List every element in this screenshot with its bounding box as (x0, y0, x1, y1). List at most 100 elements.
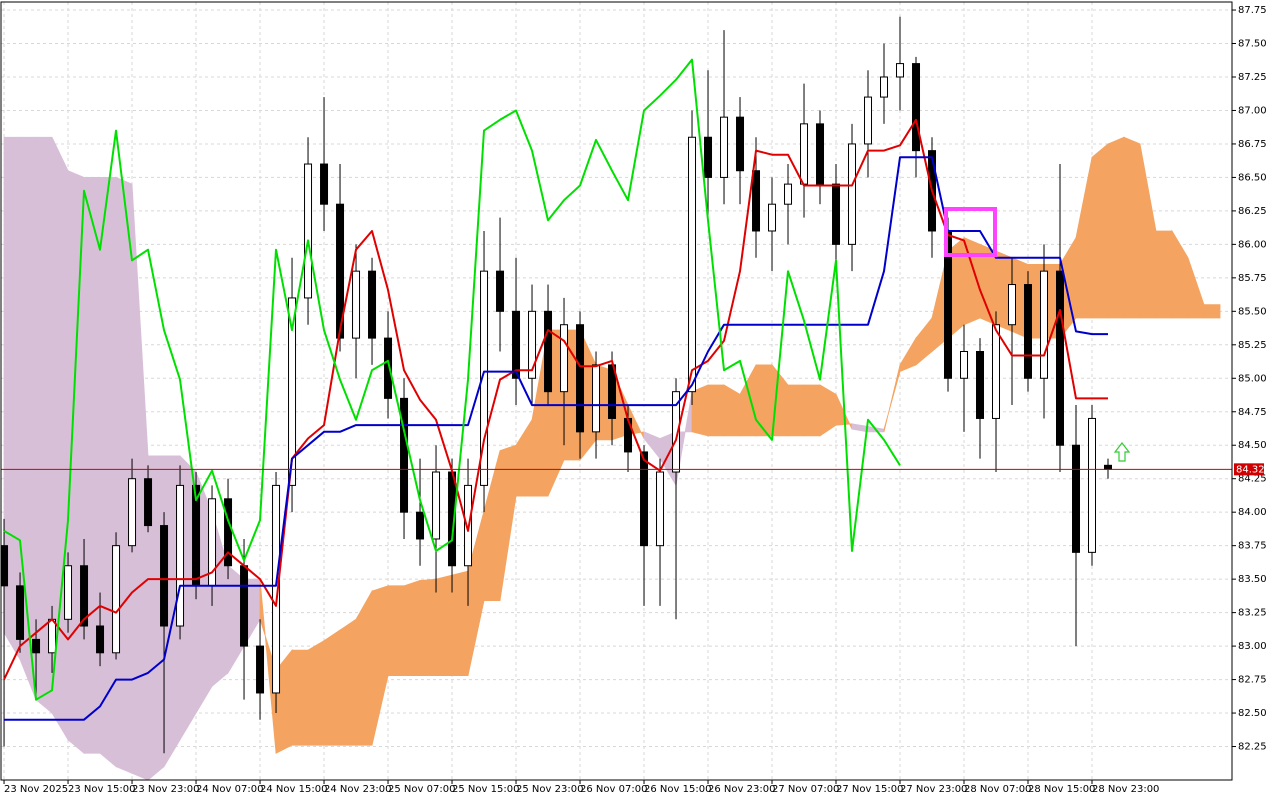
y-tick-label: 87.50 (1238, 39, 1267, 50)
candle-body (144, 478, 153, 527)
x-tick-label: 24 Nov 07:00 (196, 784, 263, 795)
y-tick-label: 84.25 (1238, 474, 1267, 485)
candle-body (672, 391, 681, 473)
buy-arrow (1113, 442, 1131, 462)
candle-body (960, 350, 969, 379)
y-tick-label: 85.00 (1238, 373, 1267, 384)
cloud-segment (291, 649, 309, 746)
candle-body (736, 116, 745, 172)
candle-body (896, 63, 905, 78)
x-tick-label: 26 Nov 15:00 (644, 784, 711, 795)
candle-body (96, 625, 105, 654)
highlight-box (944, 207, 997, 257)
candle-body (1072, 444, 1081, 553)
candle-body (1088, 417, 1097, 553)
x-tick-label: 25 Nov 07:00 (388, 784, 455, 795)
indicator-line (4, 156, 1108, 721)
candle-body (224, 498, 233, 567)
indicator-line (3, 118, 1108, 681)
candle-body (528, 310, 537, 379)
x-tick-label: 23 Nov 23:00 (132, 784, 199, 795)
candle-body (256, 645, 265, 694)
y-tick-label: 84.00 (1238, 507, 1267, 518)
x-tick-label: 25 Nov 23:00 (516, 784, 583, 795)
x-tick-label: 23 Nov 2025 (4, 784, 68, 795)
cloud-segment (755, 364, 773, 437)
cloud-segment (1155, 230, 1173, 319)
candle-body (304, 163, 313, 299)
y-tick-label: 85.25 (1238, 340, 1267, 351)
cloud-segment (339, 618, 357, 746)
candle-body (272, 484, 281, 694)
last-price-box (1234, 463, 1264, 476)
x-tick-label: 26 Nov 23:00 (708, 784, 775, 795)
x-tick-label: 23 Nov 15:00 (68, 784, 135, 795)
candle-body (816, 123, 825, 185)
x-tick-label: 27 Nov 07:00 (772, 784, 839, 795)
indicator-line (3, 58, 901, 701)
cloud-segment (323, 629, 341, 746)
cloud-segment (355, 589, 373, 746)
y-tick-label: 83.00 (1238, 641, 1267, 652)
candle-body (64, 565, 73, 620)
y-tick-label: 87.75 (1238, 5, 1267, 16)
cloud-segment (1107, 136, 1125, 319)
candle-body (800, 123, 809, 185)
candle-body (784, 183, 793, 205)
cloud-segment (115, 176, 133, 774)
candle-body (720, 116, 729, 178)
candle-body (656, 471, 665, 547)
cloud-segment (99, 177, 117, 768)
annotations (944, 207, 1131, 462)
candle-body (1008, 284, 1017, 326)
y-tick-label: 87.25 (1238, 72, 1267, 83)
candle-body (544, 310, 553, 393)
candle-body (592, 364, 601, 433)
y-tick-label: 84.50 (1238, 440, 1267, 451)
candle-body (384, 337, 393, 399)
candle-body (16, 585, 25, 640)
y-tick-label: 82.75 (1238, 675, 1267, 686)
x-tick-label: 27 Nov 15:00 (836, 784, 903, 795)
y-tick-label: 83.75 (1238, 541, 1267, 552)
candle-body (352, 270, 361, 339)
candle-body (864, 96, 873, 145)
cloud-segment (707, 384, 725, 437)
candle-body (1040, 270, 1049, 379)
candle-body (768, 203, 777, 232)
candle-body (1024, 284, 1033, 379)
candle-body (400, 397, 409, 513)
cloud-segment (1203, 304, 1221, 319)
y-tick-label: 82.25 (1238, 742, 1267, 753)
candle-body (176, 484, 185, 627)
y-tick-label: 83.25 (1238, 608, 1267, 619)
cloud-segment (787, 384, 805, 437)
candle-body (320, 163, 329, 205)
candle-body (480, 270, 489, 486)
x-tick-label: 25 Nov 15:00 (452, 784, 519, 795)
cloud-segment (387, 585, 405, 676)
candle-body (240, 565, 249, 647)
y-tick-label: 86.50 (1238, 172, 1267, 183)
y-tick-label: 82.50 (1238, 708, 1267, 719)
candle-body (1, 545, 9, 587)
cloud-segment (419, 578, 437, 676)
candle-body (608, 364, 617, 419)
cloud-segment (435, 574, 453, 676)
candle-body (640, 451, 649, 547)
candle-body (128, 478, 137, 547)
y-tick-label: 85.50 (1238, 306, 1267, 317)
candle-body (32, 638, 41, 654)
x-tick-label: 24 Nov 23:00 (324, 784, 391, 795)
candle-body (48, 618, 57, 654)
y-tick-label: 87.00 (1238, 105, 1267, 116)
cloud-segment (307, 640, 325, 746)
x-tick-label: 28 Nov 23:00 (1092, 784, 1159, 795)
last-price-label: 84.32 (1236, 464, 1265, 475)
cloud-segment (1123, 136, 1141, 319)
candle-body (1104, 464, 1113, 470)
cloud-segment (1091, 143, 1109, 319)
candle-body (512, 310, 521, 379)
y-tick-label: 86.25 (1238, 206, 1267, 217)
